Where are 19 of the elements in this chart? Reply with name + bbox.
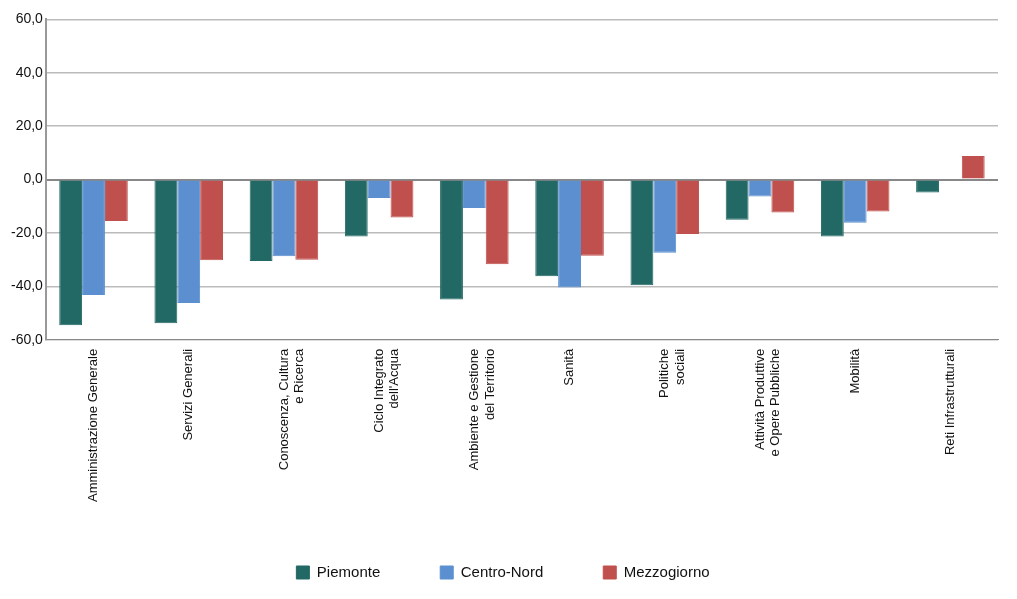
y-tick-label: 40,0 — [15, 63, 44, 80]
y-tick-label: -40,0 — [10, 277, 44, 294]
y-tick-label: 0,0 — [23, 170, 44, 187]
x-tick-label: Politiche sociali — [656, 348, 687, 398]
legend-label: Mezzogiorno — [623, 562, 710, 580]
x-tick-label: Mobilità — [846, 348, 862, 394]
x-tick-label: Ciclo Integrato dell'Acqua — [370, 348, 402, 433]
legend-label: Centro-Nord — [460, 562, 544, 580]
x-tick-label: Servizi Generali — [180, 348, 196, 441]
y-tick-label: -60,0 — [10, 330, 44, 347]
legend-label: Piemonte — [316, 562, 381, 580]
x-tick-label: Conoscenza, Cultura e Ricerca — [275, 348, 307, 471]
x-tick-label: Amministrazione Generale — [85, 348, 101, 503]
y-tick-label: 60,0 — [15, 10, 44, 27]
x-tick-label: Reti Infrastrutturali — [941, 348, 957, 456]
y-tick-label: 20,0 — [15, 117, 44, 134]
x-tick-label: Sanità — [561, 348, 577, 386]
y-tick-label: -20,0 — [10, 223, 44, 240]
x-tick-label: Ambiente e Gestione del Territorio — [465, 348, 497, 471]
